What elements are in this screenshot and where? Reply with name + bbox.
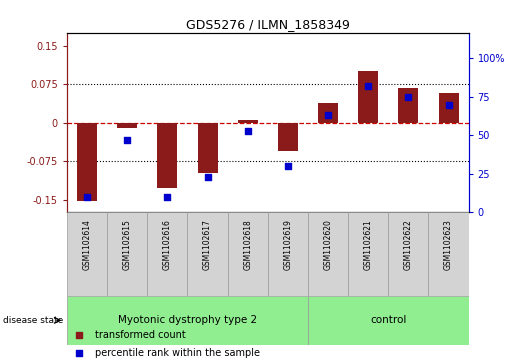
Text: GSM1102622: GSM1102622	[404, 219, 413, 270]
Point	[163, 194, 171, 200]
Point	[203, 174, 212, 180]
Text: GSM1102616: GSM1102616	[163, 219, 172, 270]
Point	[75, 332, 83, 338]
Bar	[117, 123, 138, 128]
Bar	[278, 123, 298, 151]
Bar	[198, 123, 218, 173]
Point	[123, 137, 131, 143]
Bar	[158, 123, 178, 188]
Point	[404, 94, 413, 100]
Bar	[318, 103, 338, 123]
Bar	[399, 87, 419, 123]
Text: GSM1102618: GSM1102618	[243, 219, 252, 270]
Bar	[348, 212, 388, 296]
Text: transformed count: transformed count	[95, 330, 186, 340]
Bar	[228, 212, 268, 296]
Bar	[77, 123, 97, 200]
Bar	[67, 296, 308, 345]
Bar	[388, 212, 428, 296]
Point	[364, 83, 372, 89]
Text: GSM1102623: GSM1102623	[444, 219, 453, 270]
Text: control: control	[370, 315, 406, 325]
Text: GSM1102620: GSM1102620	[323, 219, 333, 270]
Bar	[147, 212, 187, 296]
Bar	[187, 212, 228, 296]
Bar	[268, 212, 308, 296]
Point	[324, 113, 332, 118]
Bar	[107, 212, 147, 296]
Text: percentile rank within the sample: percentile rank within the sample	[95, 348, 260, 358]
Bar	[358, 71, 378, 123]
Bar	[238, 120, 258, 123]
Bar	[308, 296, 469, 345]
Point	[83, 194, 91, 200]
Text: GSM1102615: GSM1102615	[123, 219, 132, 270]
Point	[244, 128, 252, 134]
Bar	[428, 212, 469, 296]
Text: GSM1102614: GSM1102614	[82, 219, 92, 270]
Point	[284, 163, 292, 169]
Bar	[308, 212, 348, 296]
Text: GSM1102621: GSM1102621	[364, 219, 373, 270]
Bar	[67, 212, 107, 296]
Point	[444, 102, 453, 107]
Bar	[439, 93, 459, 123]
Title: GDS5276 / ILMN_1858349: GDS5276 / ILMN_1858349	[186, 19, 350, 32]
Text: GSM1102617: GSM1102617	[203, 219, 212, 270]
Text: disease state: disease state	[3, 316, 63, 325]
Text: Myotonic dystrophy type 2: Myotonic dystrophy type 2	[118, 315, 257, 325]
Point	[75, 350, 83, 356]
Text: GSM1102619: GSM1102619	[283, 219, 293, 270]
